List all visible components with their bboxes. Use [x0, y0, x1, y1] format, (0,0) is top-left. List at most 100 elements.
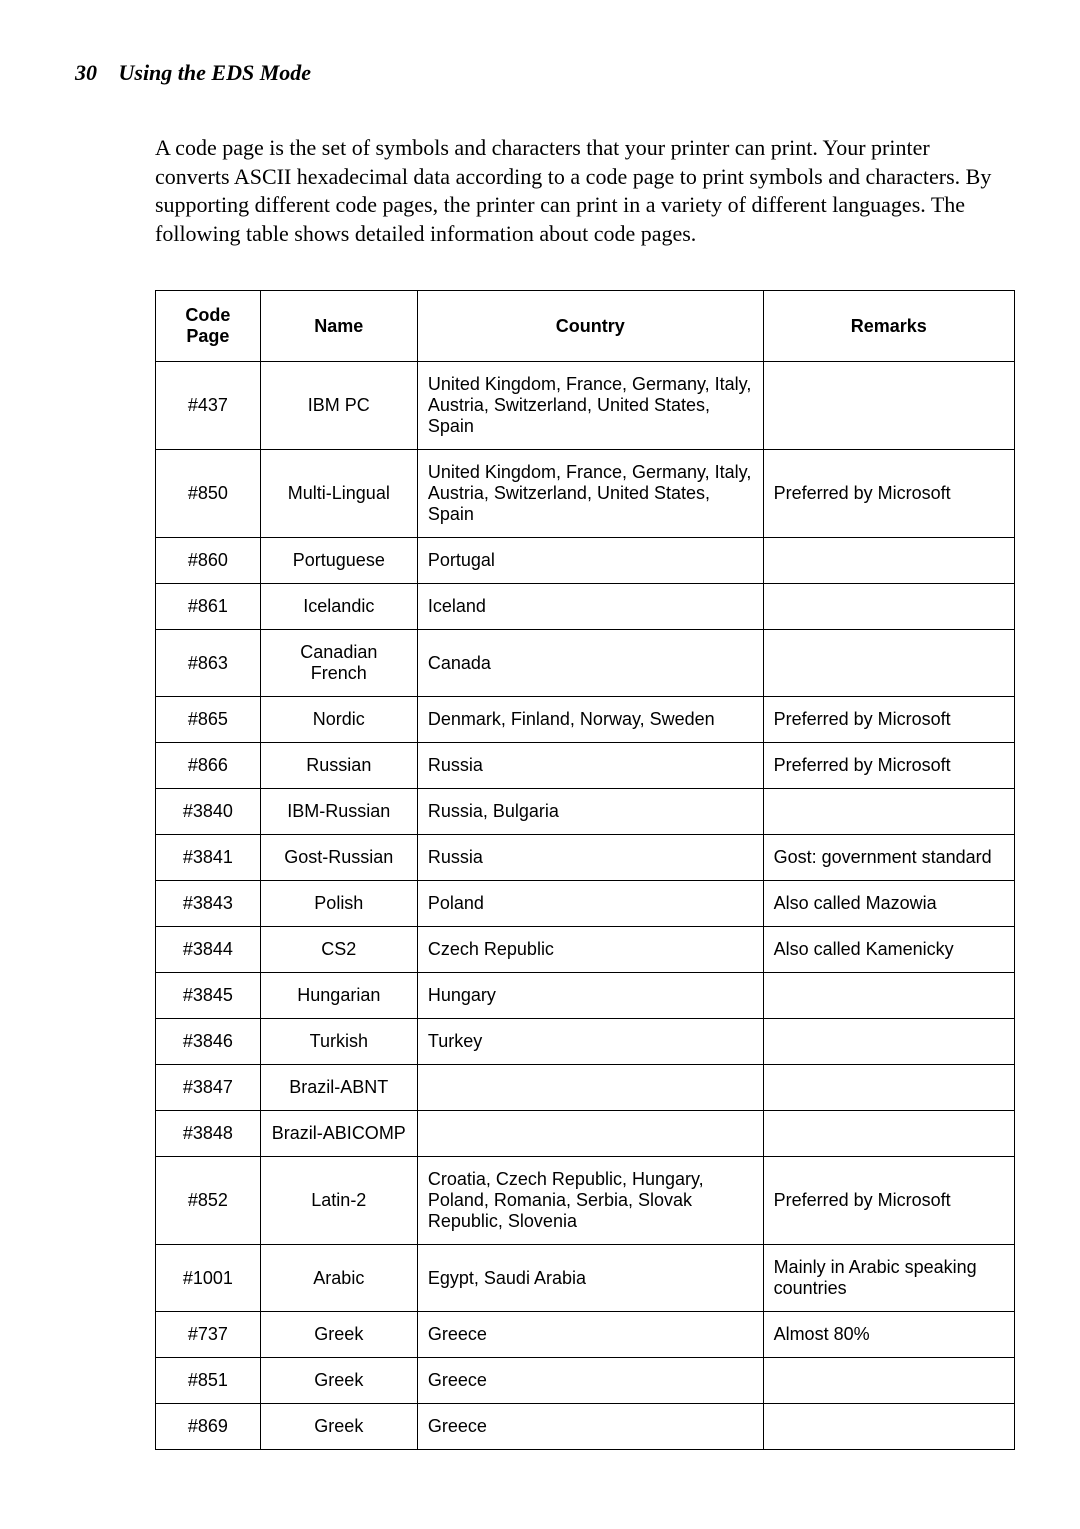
cell-name: Polish [260, 881, 417, 927]
cell-name: Greek [260, 1358, 417, 1404]
cell-remarks [763, 789, 1014, 835]
table-row: #437IBM PCUnited Kingdom, France, German… [156, 362, 1015, 450]
cell-remarks [763, 362, 1014, 450]
cell-remarks: Preferred by Microsoft [763, 1157, 1014, 1245]
table-row: #866RussianRussiaPreferred by Microsoft [156, 743, 1015, 789]
cell-code: #860 [156, 538, 261, 584]
cell-code: #3841 [156, 835, 261, 881]
table-row: #3848Brazil-ABICOMP [156, 1111, 1015, 1157]
cell-country: Greece [417, 1404, 763, 1450]
cell-name: Latin-2 [260, 1157, 417, 1245]
cell-country: Poland [417, 881, 763, 927]
table-row: #851GreekGreece [156, 1358, 1015, 1404]
table-row: #3844CS2Czech RepublicAlso called Kameni… [156, 927, 1015, 973]
cell-code: #3840 [156, 789, 261, 835]
cell-country: Greece [417, 1358, 763, 1404]
table-row: #850Multi-LingualUnited Kingdom, France,… [156, 450, 1015, 538]
cell-name: Brazil-ABNT [260, 1065, 417, 1111]
cell-code: #851 [156, 1358, 261, 1404]
cell-code: #869 [156, 1404, 261, 1450]
cell-name: Brazil-ABICOMP [260, 1111, 417, 1157]
cell-remarks [763, 630, 1014, 697]
intro-paragraph: A code page is the set of symbols and ch… [155, 134, 1005, 248]
code-page-table: Code Page Name Country Remarks #437IBM P… [155, 290, 1015, 1450]
table-body: #437IBM PCUnited Kingdom, France, German… [156, 362, 1015, 1450]
cell-country: United Kingdom, France, Germany, Italy, … [417, 450, 763, 538]
cell-name: Icelandic [260, 584, 417, 630]
header-title: Using the EDS Mode [119, 60, 312, 85]
cell-code: #437 [156, 362, 261, 450]
cell-name: CS2 [260, 927, 417, 973]
cell-remarks: Almost 80% [763, 1312, 1014, 1358]
cell-country: Canada [417, 630, 763, 697]
table-row: #860PortuguesePortugal [156, 538, 1015, 584]
cell-code: #3843 [156, 881, 261, 927]
cell-code: #737 [156, 1312, 261, 1358]
page-header: 30 Using the EDS Mode [75, 60, 1005, 86]
cell-code: #1001 [156, 1245, 261, 1312]
cell-country: Greece [417, 1312, 763, 1358]
table-row: #869GreekGreece [156, 1404, 1015, 1450]
cell-code: #850 [156, 450, 261, 538]
cell-remarks: Also called Mazowia [763, 881, 1014, 927]
table-row: #852Latin-2Croatia, Czech Republic, Hung… [156, 1157, 1015, 1245]
cell-code: #3848 [156, 1111, 261, 1157]
cell-code: #866 [156, 743, 261, 789]
cell-remarks: Mainly in Arabic speaking countries [763, 1245, 1014, 1312]
cell-country [417, 1065, 763, 1111]
cell-remarks: Gost: government standard [763, 835, 1014, 881]
cell-code: #865 [156, 697, 261, 743]
cell-name: Nordic [260, 697, 417, 743]
cell-country: Denmark, Finland, Norway, Sweden [417, 697, 763, 743]
table-row: #3840IBM-RussianRussia, Bulgaria [156, 789, 1015, 835]
cell-code: #863 [156, 630, 261, 697]
table-row: #3845HungarianHungary [156, 973, 1015, 1019]
cell-code: #3846 [156, 1019, 261, 1065]
col-header-remarks: Remarks [763, 291, 1014, 362]
col-header-code: Code Page [156, 291, 261, 362]
cell-remarks: Preferred by Microsoft [763, 743, 1014, 789]
table-row: #3847Brazil-ABNT [156, 1065, 1015, 1111]
table-row: #3846TurkishTurkey [156, 1019, 1015, 1065]
cell-country: Portugal [417, 538, 763, 584]
cell-country: Turkey [417, 1019, 763, 1065]
cell-country: Russia, Bulgaria [417, 789, 763, 835]
cell-name: Hungarian [260, 973, 417, 1019]
cell-name: Greek [260, 1312, 417, 1358]
cell-remarks [763, 538, 1014, 584]
cell-remarks [763, 1404, 1014, 1450]
cell-remarks [763, 1111, 1014, 1157]
cell-name: Gost-Russian [260, 835, 417, 881]
cell-name: Russian [260, 743, 417, 789]
cell-country: United Kingdom, France, Germany, Italy, … [417, 362, 763, 450]
table-row: #863Canadian FrenchCanada [156, 630, 1015, 697]
cell-code: #3847 [156, 1065, 261, 1111]
table-row: #865NordicDenmark, Finland, Norway, Swed… [156, 697, 1015, 743]
cell-name: Greek [260, 1404, 417, 1450]
table-row: #861IcelandicIceland [156, 584, 1015, 630]
cell-remarks [763, 1019, 1014, 1065]
cell-remarks: Also called Kamenicky [763, 927, 1014, 973]
cell-country [417, 1111, 763, 1157]
cell-name: Arabic [260, 1245, 417, 1312]
cell-name: IBM PC [260, 362, 417, 450]
cell-name: IBM-Russian [260, 789, 417, 835]
cell-remarks [763, 973, 1014, 1019]
cell-remarks [763, 584, 1014, 630]
cell-country: Egypt, Saudi Arabia [417, 1245, 763, 1312]
cell-country: Russia [417, 835, 763, 881]
cell-name: Canadian French [260, 630, 417, 697]
table-row: #737GreekGreeceAlmost 80% [156, 1312, 1015, 1358]
col-header-name: Name [260, 291, 417, 362]
cell-code: #852 [156, 1157, 261, 1245]
table-row: #3841Gost-RussianRussiaGost: government … [156, 835, 1015, 881]
cell-remarks: Preferred by Microsoft [763, 450, 1014, 538]
cell-code: #861 [156, 584, 261, 630]
page-number: 30 [75, 60, 97, 85]
cell-code: #3845 [156, 973, 261, 1019]
cell-remarks: Preferred by Microsoft [763, 697, 1014, 743]
cell-code: #3844 [156, 927, 261, 973]
cell-name: Portuguese [260, 538, 417, 584]
cell-remarks [763, 1065, 1014, 1111]
cell-name: Multi-Lingual [260, 450, 417, 538]
